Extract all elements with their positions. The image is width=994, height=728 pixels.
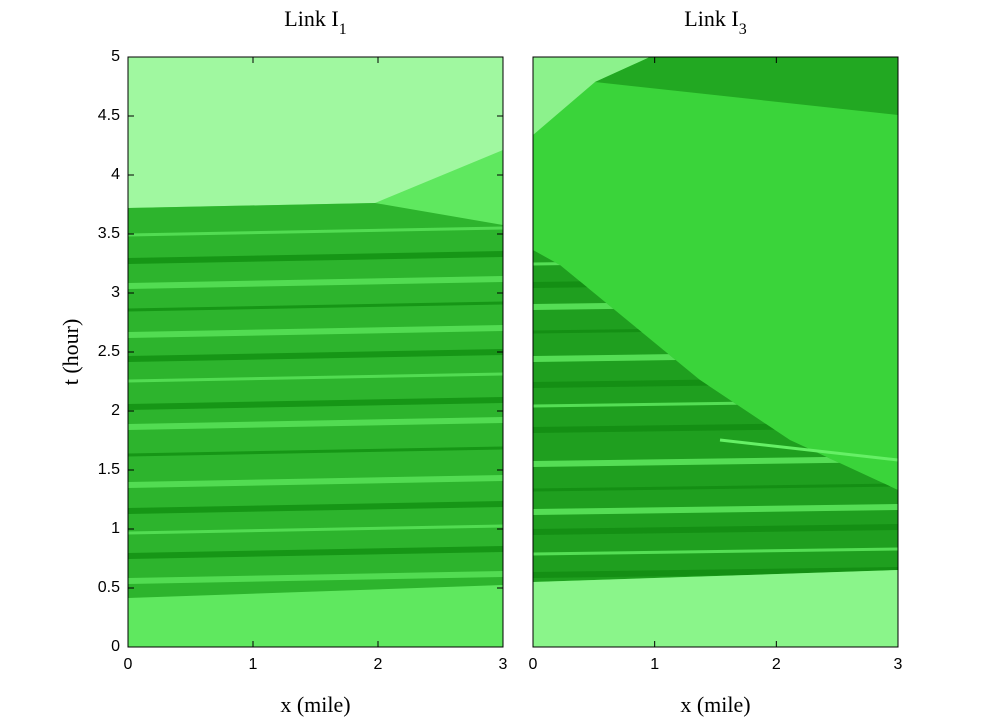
x-tick-label: 2 [374,656,383,673]
stripe [533,567,898,578]
title-text: Link I [284,6,338,31]
chart-title: Link I1 [284,6,346,38]
stripe [128,251,503,264]
x-tick-label: 1 [249,656,258,673]
stripe [128,397,503,410]
y-tick-label: 4 [111,166,120,183]
stripe [128,301,503,312]
y-tick-label: 1 [111,520,120,537]
y-tick-label: 3 [111,284,120,301]
y-tick-label: 1.5 [98,461,120,478]
stripe [128,501,503,514]
stripe [128,446,503,457]
title-subscript: 3 [739,21,747,38]
stripe [128,524,503,535]
stripe [128,226,503,237]
x-tick-label: 3 [499,656,508,673]
stripe [128,325,503,338]
heatmap-left [128,57,503,647]
stripe [128,546,503,559]
stripe [128,372,503,383]
x-tick-label: 3 [894,656,903,673]
stripe [128,475,503,488]
y-tick-label: 4.5 [98,107,120,124]
x-tick-label: 0 [124,656,133,673]
heatmap-right [533,57,898,647]
y-tick-label: 2 [111,402,120,419]
x-axis-label: x (mile) [680,692,750,717]
stripe [128,571,503,584]
stripe [533,504,898,515]
title-subscript: 1 [339,21,347,38]
y-tick-label: 5 [111,48,120,65]
stripe [533,524,898,535]
stripe [128,276,503,289]
y-axis-label: t (hour) [58,319,83,386]
title-text: Link I [684,6,738,31]
x-tick-label: 2 [772,656,781,673]
stripe [128,349,503,362]
y-tick-label: 3.5 [98,225,120,242]
stripe [533,547,898,556]
frame [532,56,899,648]
y-tick-label: 2.5 [98,343,120,360]
y-tick-label: 0 [111,638,120,655]
x-tick-label: 1 [650,656,659,673]
stripe [128,417,503,430]
y-tick-label: 0.5 [98,579,120,596]
x-axis-label: x (mile) [280,692,350,717]
stripe [533,483,898,492]
chart-title: Link I3 [684,6,746,38]
x-tick-label: 0 [529,656,538,673]
